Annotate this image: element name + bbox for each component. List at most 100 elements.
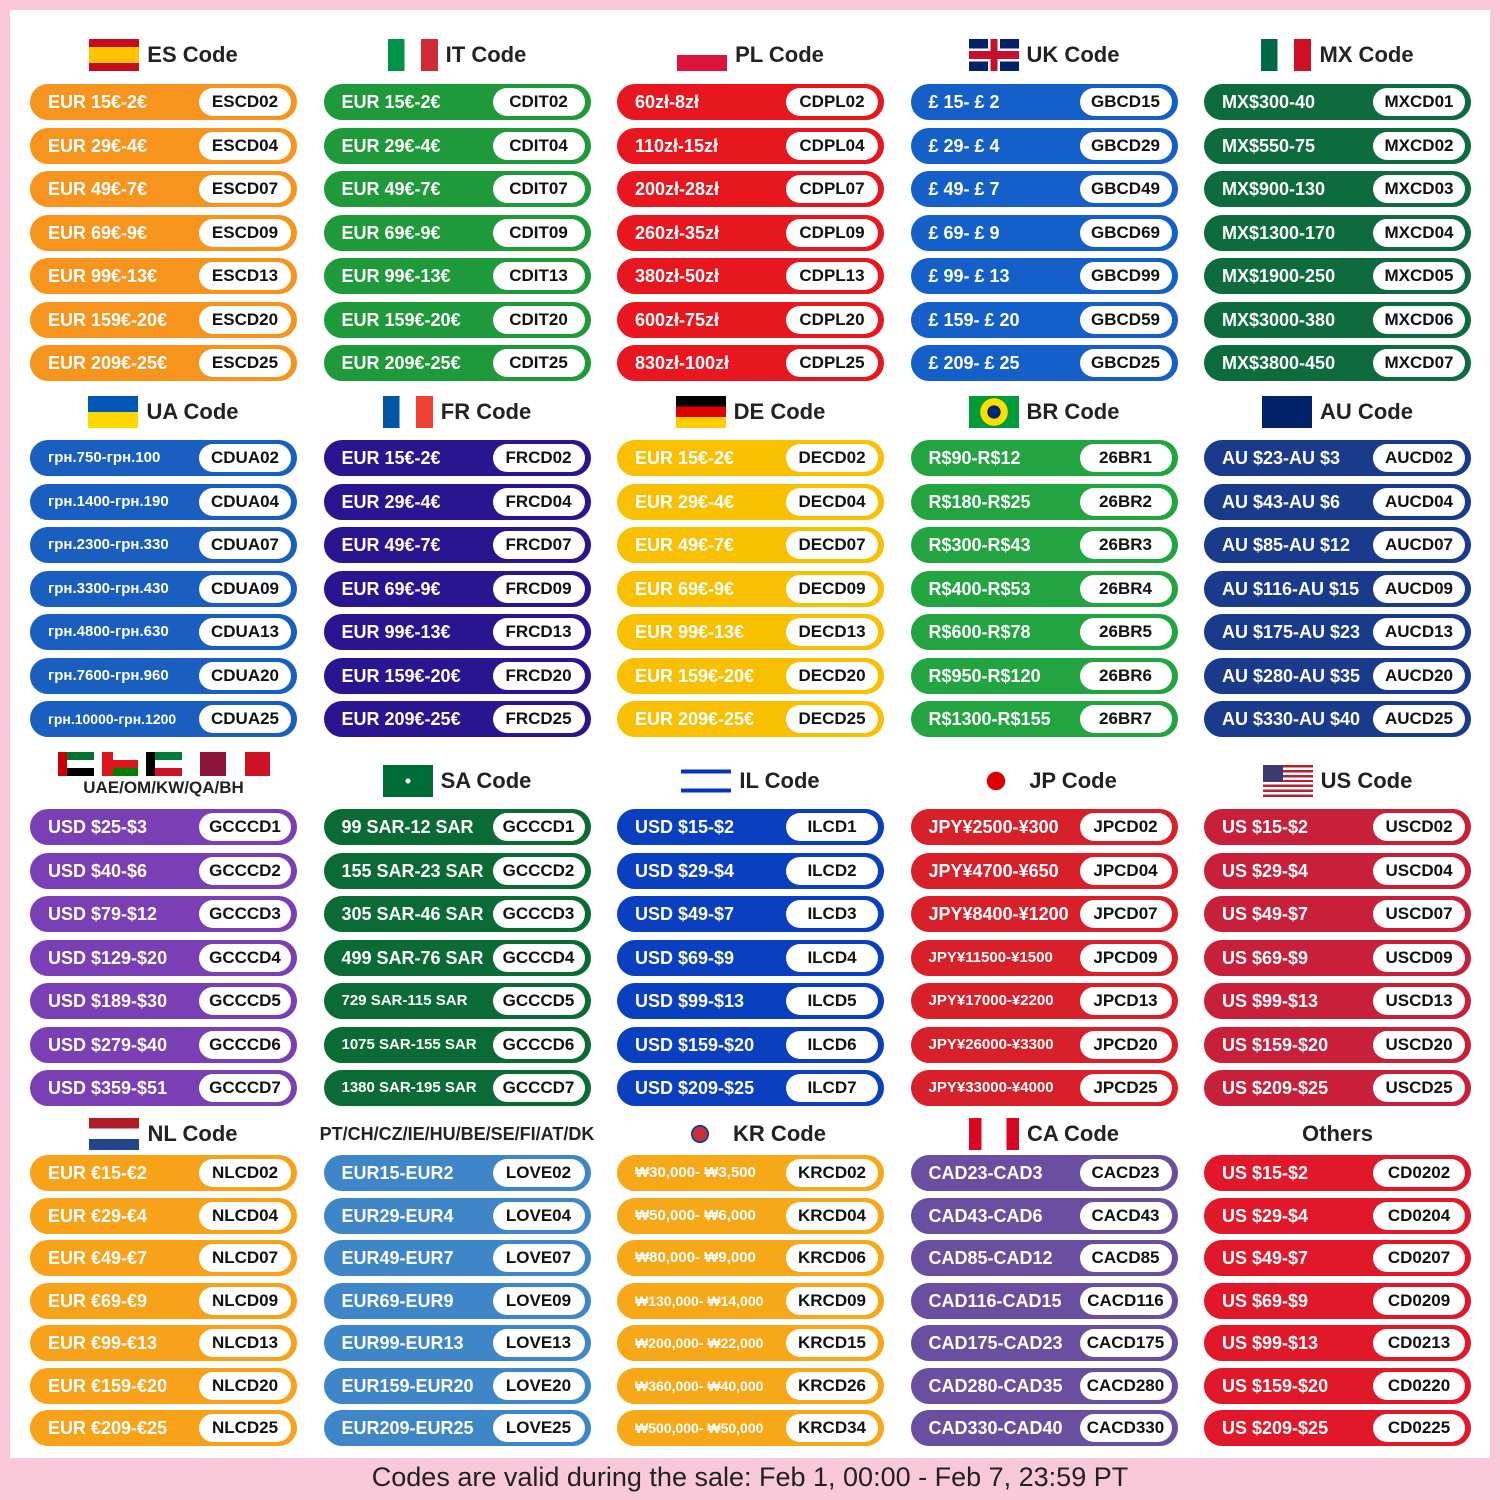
code-pill: USD $189-$30 GCCCD5 (30, 983, 297, 1019)
coupon-code: USCD04 (1373, 856, 1465, 885)
discount: 729 SAR-115 SAR (341, 992, 468, 1009)
code-pill: EUR69-EUR9 LOVE09 (323, 1282, 591, 1319)
section-header: BR Code (898, 395, 1191, 429)
code-pill: US $209-$25 USCD25 (1204, 1070, 1471, 1106)
coupon-code: ESCD20 (199, 305, 291, 334)
code-pill: EUR €209-€25 NLCD25 (30, 1410, 297, 1446)
discount: US $209-$25 (1222, 1078, 1329, 1098)
coupon-code: CD0204 (1373, 1201, 1465, 1230)
coupon-code: GCCCD7 (492, 1074, 585, 1102)
coupon-code: KRCD34 (786, 1414, 878, 1442)
code-pill: US $209-$25 CD0225 (1204, 1410, 1471, 1446)
coupon-code: CDPL25 (786, 349, 878, 377)
discount: USD $359-$51 (48, 1078, 168, 1098)
coupon-code: USCD09 (1373, 943, 1465, 972)
discount: JPY¥11500-¥1500 (928, 948, 1053, 966)
coupon-code: CACD23 (1079, 1159, 1172, 1187)
coupon-code: CDIT25 (492, 349, 585, 377)
discount: MX$900-130 (1222, 179, 1326, 199)
coupon-code: MXCD01 (1373, 88, 1465, 116)
code-pill: MX$3800-450 MXCD07 (1204, 345, 1471, 381)
code-pill: USD $69-$9 ILCD4 (617, 939, 884, 976)
coupon-code: FRCD09 (492, 574, 585, 603)
flag (971, 765, 1022, 797)
coupon-code: ILCD7 (786, 1074, 878, 1102)
coupon-code: ILCD1 (786, 813, 878, 841)
code-pill: USD $40-$6 GCCCD2 (30, 852, 297, 889)
discount: EUR 209€-25€ (341, 709, 461, 729)
section-title: Others (1302, 1121, 1373, 1146)
discount: 110zł-15zł (635, 135, 719, 156)
flag (233, 752, 270, 776)
coupon-code: GBCD25 (1079, 349, 1172, 377)
discount: R$950-R$120 (928, 665, 1041, 686)
discount: JPY¥4700-¥650 (928, 860, 1059, 881)
coupon-code: DECD20 (786, 661, 878, 690)
discount: R$400-R$53 (928, 578, 1031, 599)
coupon-code: ESCD09 (199, 218, 291, 247)
code-pill: ₩500,000- ₩50,000 KRCD34 (617, 1410, 884, 1446)
coupon-code: 26BR2 (1079, 487, 1172, 516)
coupon-code: CDIT04 (492, 131, 585, 160)
discount: £ 49- £ 7 (928, 179, 1000, 199)
discount: USD $79-$12 (48, 904, 158, 924)
coupon-code: 26BR1 (1079, 444, 1172, 472)
coupon-code: NLCD09 (199, 1286, 291, 1315)
discount: ₩500,000- ₩50,000 (635, 1420, 764, 1436)
coupon-code: LOVE07 (492, 1244, 585, 1272)
code-pill: EUR €159-€20 NLCD20 (30, 1367, 297, 1404)
coupon-code: JPCD25 (1079, 1074, 1172, 1102)
discount: EUR €99-€13 (48, 1333, 158, 1353)
coupon-code: LOVE09 (492, 1286, 585, 1315)
discount: AU $43-AU $6 (1222, 491, 1341, 512)
section-title: MX Code (1319, 42, 1414, 67)
discount: JPY¥33000-¥4000 (928, 1079, 1054, 1096)
coupon-code: CDPL13 (786, 262, 878, 290)
discount: EUR99-EUR13 (341, 1333, 464, 1353)
coupon-code: CDPL09 (786, 218, 878, 247)
coupon-code: MXCD02 (1373, 131, 1465, 160)
coupon-code: CDPL04 (786, 131, 878, 160)
discount: EUR69-EUR9 (341, 1290, 454, 1311)
discount: EUR 209€-25€ (635, 709, 755, 729)
discount: US $29-$4 (1222, 860, 1309, 881)
code-pill: EUR 69€-9€ FRCD09 (323, 570, 591, 607)
section-title: IT Code (445, 42, 527, 67)
discount: EUR 49€-7€ (341, 535, 441, 555)
coupon-code: CD0213 (1373, 1329, 1465, 1357)
code-pill: MX$1900-250 MXCD05 (1204, 258, 1471, 294)
code-pill: EUR 99€-13€ ESCD13 (30, 258, 297, 294)
code-pill: EUR 15€-2€ DECD02 (617, 440, 884, 476)
code-pill: MX$1300-170 MXCD04 (1204, 214, 1471, 251)
coupon-code: GBCD49 (1079, 175, 1172, 203)
coupon-code: AUCD25 (1373, 705, 1465, 733)
code-pill: R$400-R$53 26BR4 (910, 570, 1178, 607)
coupon-code: GCCCD4 (492, 943, 585, 972)
coupon-code: CACD43 (1079, 1201, 1172, 1230)
code-pill: грн.1400-грн.190 CDUA04 (30, 483, 297, 520)
code-pill: EUR 49€-7€ ESCD07 (30, 171, 297, 207)
discount: EUR 49€-7€ (341, 179, 441, 199)
code-pill: EUR 159€-20€ CDIT20 (323, 301, 591, 338)
coupon-code: CDUA13 (199, 618, 291, 646)
code-pill: EUR 29€-4€ ESCD04 (30, 127, 297, 164)
coupon-code: CACD330 (1079, 1414, 1172, 1442)
code-pill: 1380 SAR-195 SAR GCCCD7 (323, 1070, 591, 1106)
discount: £ 15- £ 2 (928, 92, 1000, 112)
code-pill: EUR 209€-25€ FRCD25 (323, 701, 591, 737)
code-pill: US $15-$2 CD0202 (1204, 1155, 1471, 1191)
code-pill: EUR 69€-9€ CDIT09 (323, 214, 591, 251)
coupon-code: MXCD03 (1373, 175, 1465, 203)
code-pill: ₩200,000- ₩22,000 KRCD15 (617, 1325, 884, 1361)
coupon-code: DECD09 (786, 574, 878, 603)
discount: USD $15-$2 (635, 817, 735, 837)
code-pill: EUR 69€-9€ DECD09 (617, 570, 884, 607)
discount: US $209-$25 (1222, 1418, 1329, 1438)
code-pill: AU $43-AU $6 AUCD04 (1204, 483, 1471, 520)
discount: EUR 209€-25€ (48, 353, 168, 373)
code-pill: грн.7600-грн.960 CDUA20 (30, 657, 297, 694)
code-pill: AU $330-AU $40 AUCD25 (1204, 701, 1471, 737)
code-pill: ₩80,000- ₩9,000 KRCD06 (617, 1240, 884, 1276)
code-pill: EUR49-EUR7 LOVE07 (323, 1240, 591, 1276)
code-pill: EUR 49€-7€ DECD07 (617, 527, 884, 563)
